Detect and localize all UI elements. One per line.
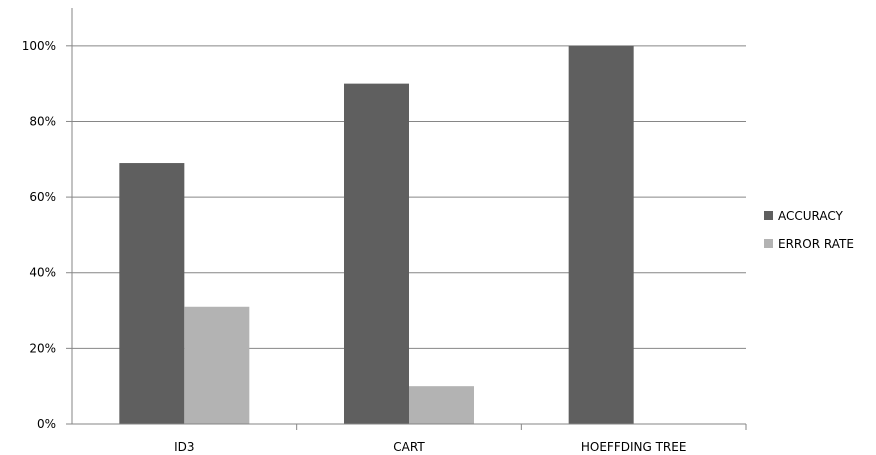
bar-error-rate-cart bbox=[409, 386, 474, 424]
y-tick-label: 20% bbox=[29, 341, 56, 355]
legend-label: ACCURACY bbox=[778, 209, 844, 223]
legend-swatch bbox=[764, 239, 773, 248]
x-tick-label: ID3 bbox=[174, 440, 194, 454]
bar-accuracy-id3 bbox=[119, 163, 185, 424]
x-tick-label: CART bbox=[393, 440, 425, 454]
y-tick-label: 80% bbox=[29, 114, 56, 128]
bar-accuracy-cart bbox=[344, 83, 409, 425]
y-tick-label: 40% bbox=[29, 266, 56, 280]
legend-swatch bbox=[764, 211, 773, 220]
x-axis-ticks: ID3 CART HOEFFDING TREE bbox=[174, 424, 747, 454]
y-tick-label: 60% bbox=[29, 190, 56, 204]
y-tick-label: 100% bbox=[22, 39, 56, 53]
bars bbox=[119, 45, 634, 425]
y-axis-ticks: 0% 20% 40% 60% 80% 100% bbox=[22, 39, 72, 431]
x-tick-label: HOEFFDING TREE bbox=[581, 440, 687, 454]
bar-accuracy-hoeffding-tree bbox=[568, 45, 634, 425]
legend: ACCURACY ERROR RATE bbox=[764, 209, 854, 251]
y-tick-label: 0% bbox=[37, 417, 56, 431]
legend-label: ERROR RATE bbox=[778, 237, 854, 251]
bar-error-rate-id3 bbox=[184, 306, 250, 424]
